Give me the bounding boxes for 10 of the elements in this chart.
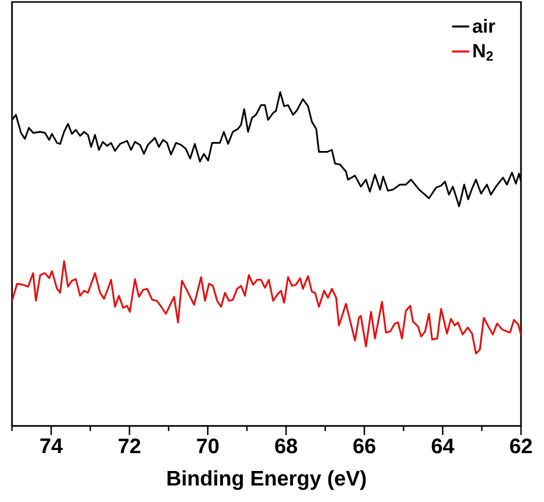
x-axis-title: Binding Energy (eV) — [168, 470, 366, 490]
legend-label: air — [472, 18, 496, 33]
x-tick-label: 70 — [196, 438, 219, 454]
x-tick-label: 74 — [40, 438, 63, 453]
x-tick-label: 68 — [275, 438, 298, 454]
x-tick-label: 64 — [432, 438, 454, 454]
x-tick-label: 66 — [353, 438, 376, 454]
legend-label: N$_{2}$ — [473, 44, 493, 61]
x-tick-label: 62 — [510, 438, 532, 454]
x-tick-label: 72 — [118, 438, 140, 454]
